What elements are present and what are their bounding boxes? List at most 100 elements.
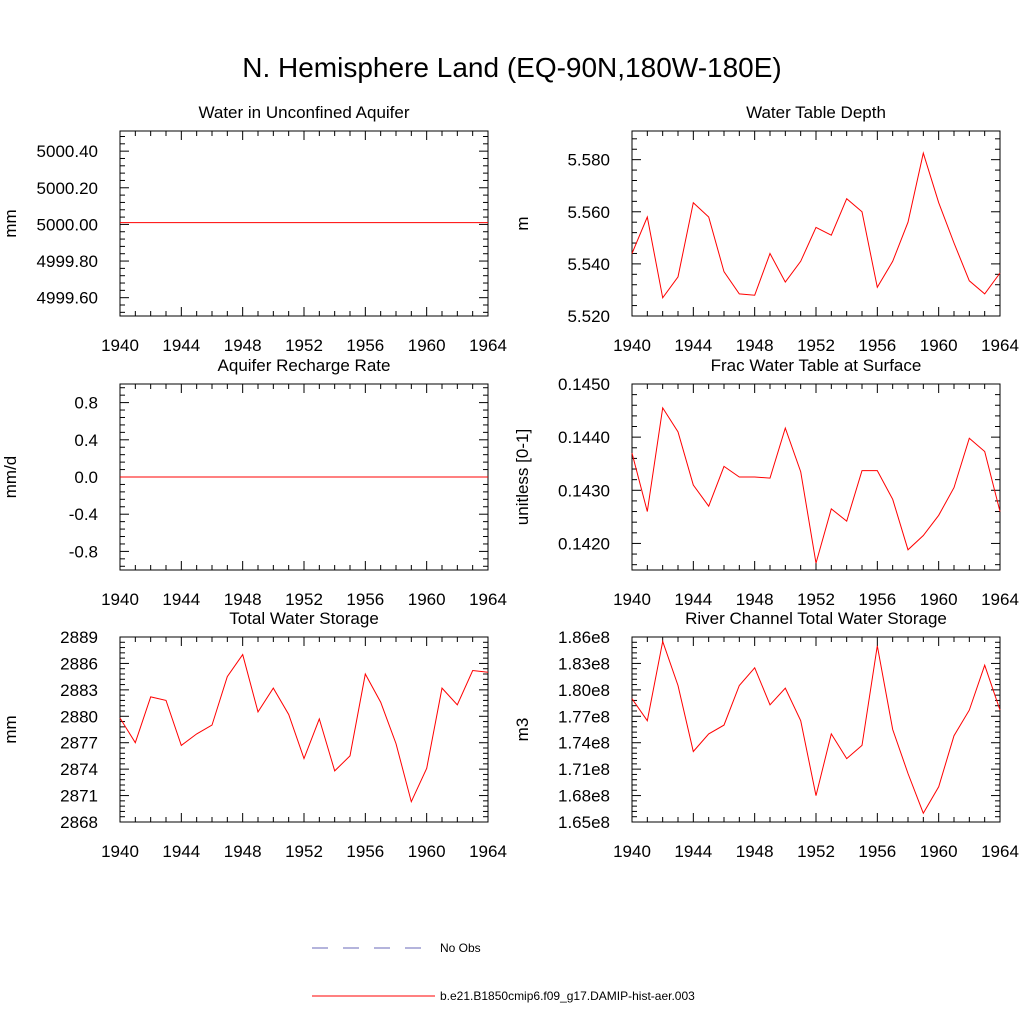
y-tick-label: 1.65e8 [558,813,610,832]
chart-panel-6: River Channel Total Water Storage 1940 194… [513,609,1019,861]
chart-panel-1: Water in Unconfined Aquifer 1940 1944 1948 1… [1,103,507,355]
legend-label-obs: No Obs [440,941,481,955]
y-tick-label: 5.520 [567,307,610,326]
y-tick-label: 2889 [60,628,98,647]
chart-panel-4: Frac Water Table at Surface 1940 1944 1948 1… [513,356,1019,609]
x-tick-label: 1952 [285,590,323,609]
y-tick-label: 2883 [60,681,98,700]
x-tick-label: 1952 [285,842,323,861]
x-tick-label: 1960 [920,590,958,609]
y-axis-label: mm [1,715,20,743]
x-tick-label: 1948 [224,336,262,355]
x-tick-label: 1944 [674,842,712,861]
y-tick-label: 0.1450 [558,375,610,394]
x-tick-label: 1952 [797,336,835,355]
y-tick-label: 4999.80 [37,252,98,271]
y-tick-label: 2874 [60,760,98,779]
y-axis-label: m3 [513,718,532,742]
x-tick-label: 1956 [858,842,896,861]
y-tick-label: -0.8 [69,542,98,561]
y-tick-label: 1.83e8 [558,654,610,673]
x-tick-label: 1940 [101,336,139,355]
chart-panels: Water in Unconfined Aquifer 1940 1944 1948 1… [1,103,1019,861]
x-tick-label: 1952 [797,842,835,861]
legend-label-model: b.e21.B1850cmip6.f09_g17.DAMIP-hist-aer.… [440,989,695,1003]
x-tick-label: 1940 [613,590,651,609]
figure-title: N. Hemisphere Land (EQ-90N,180W-180E) [242,52,782,83]
x-tick-label: 1948 [736,336,774,355]
series-line [119,653,489,804]
y-tick-label: 5.540 [567,255,610,274]
chart-panel-3: Aquifer Recharge Rate 1940 1944 1948 1952 195… [1,356,507,609]
x-tick-label: 1956 [858,590,896,609]
series-line [631,639,1001,815]
y-tick-label: 5.560 [567,203,610,222]
y-tick-label: 0.1430 [558,481,610,500]
x-tick-label: 1956 [346,842,384,861]
x-tick-label: 1964 [981,842,1019,861]
y-tick-label: 2886 [60,654,98,673]
y-tick-label: 0.8 [74,394,98,413]
legend-item-model: b.e21.B1850cmip6.f09_g17.DAMIP-hist-aer.… [312,989,695,1003]
y-tick-label: 2880 [60,707,98,726]
x-tick-label: 1940 [613,336,651,355]
x-tick-label: 1940 [101,590,139,609]
y-tick-label: 1.77e8 [558,707,610,726]
panel-title: Water in Unconfined Aquifer [198,103,409,122]
x-tick-label: 1960 [408,336,446,355]
y-tick-label: 1.86e8 [558,628,610,647]
y-axis-label: mm [1,209,20,237]
panel-title: Water Table Depth [746,103,886,122]
y-tick-label: 0.4 [74,431,98,450]
legend-item-obs: No Obs [312,941,481,955]
x-tick-label: 1956 [346,336,384,355]
x-tick-label: 1964 [981,590,1019,609]
y-tick-label: 5.580 [567,151,610,170]
y-axis-label: unitless [0-1] [513,429,532,525]
x-tick-label: 1944 [162,590,200,609]
x-tick-label: 1940 [101,842,139,861]
y-tick-label: 5000.20 [37,179,98,198]
x-tick-label: 1964 [469,842,507,861]
y-tick-label: 1.80e8 [558,681,610,700]
x-tick-label: 1944 [162,842,200,861]
x-tick-label: 1960 [920,842,958,861]
x-tick-label: 1940 [613,842,651,861]
x-tick-label: 1952 [797,590,835,609]
plot-frame [631,130,1001,317]
x-tick-label: 1944 [674,336,712,355]
series-line [631,151,1001,300]
y-axis-label: m [513,216,532,230]
y-tick-label: 2868 [60,813,98,832]
x-tick-label: 1956 [858,336,896,355]
plot-frame [631,383,1001,571]
x-tick-label: 1944 [674,590,712,609]
y-axis-label: mm/d [1,456,20,499]
chart-panel-2: Water Table Depth 1940 1944 1948 1952 1956 196… [513,103,1019,355]
x-tick-label: 1960 [408,590,446,609]
series-line [631,406,1001,564]
y-tick-label: 1.68e8 [558,787,610,806]
x-tick-label: 1948 [224,842,262,861]
x-tick-label: 1960 [408,842,446,861]
y-tick-label: 2871 [60,787,98,806]
panel-title: Frac Water Table at Surface [711,356,922,375]
x-tick-label: 1956 [346,590,384,609]
y-tick-label: 0.1440 [558,428,610,447]
x-tick-label: 1964 [469,590,507,609]
x-tick-label: 1960 [920,336,958,355]
plot-frame [119,130,489,317]
y-tick-label: 2877 [60,734,98,753]
panel-title: Total Water Storage [229,609,379,628]
panel-title: River Channel Total Water Storage [685,609,947,628]
plot-frame [119,636,489,823]
x-tick-label: 1948 [224,590,262,609]
x-tick-label: 1948 [736,842,774,861]
x-tick-label: 1964 [469,336,507,355]
y-tick-label: 1.74e8 [558,734,610,753]
panel-title: Aquifer Recharge Rate [218,356,391,375]
chart-panel-5: Total Water Storage 1940 1944 1948 1952 1956 1… [1,609,507,861]
y-tick-label: -0.4 [69,505,98,524]
y-tick-label: 1.71e8 [558,760,610,779]
